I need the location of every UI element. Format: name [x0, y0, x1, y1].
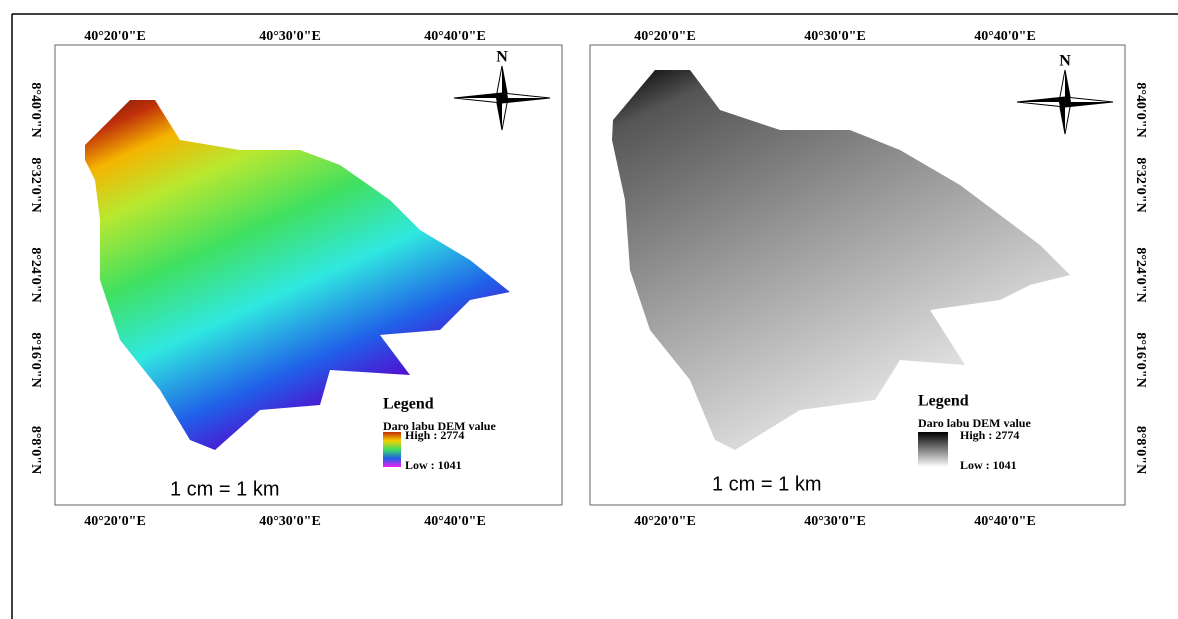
north-arrow — [454, 93, 502, 98]
legend-title: Legend — [918, 393, 969, 410]
north-arrow — [502, 98, 550, 103]
longitude-label: 40°30'0"E — [259, 514, 321, 529]
longitude-label: 40°20'0"E — [84, 514, 146, 529]
legend-field: Daro labu DEM value — [383, 419, 496, 433]
latitude-label: 8°8'0"N — [28, 426, 43, 474]
longitude-label: 40°20'0"E — [84, 29, 146, 44]
north-arrow — [1017, 97, 1065, 102]
panel-frame — [589, 44, 1126, 506]
latitude-label: 8°8'0"N — [1133, 426, 1148, 474]
longitude-label: 40°40'0"E — [424, 514, 486, 529]
latitude-label: 8°32'0"N — [1133, 157, 1148, 212]
north-arrow — [1059, 102, 1065, 134]
legend-low: Low : 1041 — [960, 458, 1017, 472]
scale-text: 1 cm = 1 km — [170, 478, 279, 500]
north-label: N — [1059, 53, 1071, 70]
longitude-label: 40°20'0"E — [634, 514, 696, 529]
legend-ramp — [383, 432, 401, 467]
legend-high: High : 2774 — [960, 428, 1019, 442]
latitude-label: 8°24'0"N — [28, 247, 43, 302]
longitude-label: 40°40'0"E — [974, 29, 1036, 44]
north-arrow — [1065, 70, 1071, 102]
longitude-label: 40°30'0"E — [804, 514, 866, 529]
north-label: N — [496, 49, 508, 66]
latitude-label: 8°16'0"N — [1133, 332, 1148, 387]
longitude-label: 40°30'0"E — [259, 29, 321, 44]
legend-field: Daro labu DEM value — [918, 416, 1031, 430]
longitude-label: 40°30'0"E — [804, 29, 866, 44]
longitude-label: 40°40'0"E — [424, 29, 486, 44]
longitude-label: 40°40'0"E — [974, 514, 1036, 529]
latitude-label: 8°16'0"N — [28, 332, 43, 387]
north-arrow — [502, 66, 508, 98]
legend-ramp — [918, 432, 948, 467]
legend-high: High : 2774 — [405, 428, 464, 442]
legend-title: Legend — [383, 396, 434, 413]
longitude-label: 40°20'0"E — [634, 29, 696, 44]
legend-low: Low : 1041 — [405, 458, 462, 472]
latitude-label: 8°32'0"N — [28, 157, 43, 212]
latitude-label: 8°24'0"N — [1133, 247, 1148, 302]
dem-map — [612, 70, 1070, 450]
north-arrow — [496, 98, 502, 130]
north-arrow — [1065, 102, 1113, 107]
panel-frame — [54, 44, 563, 506]
latitude-label: 8°40'0"N — [1133, 82, 1148, 137]
latitude-label: 8°40'0"N — [28, 82, 43, 137]
dem-map — [85, 100, 510, 450]
scale-text: 1 cm = 1 km — [712, 473, 821, 495]
